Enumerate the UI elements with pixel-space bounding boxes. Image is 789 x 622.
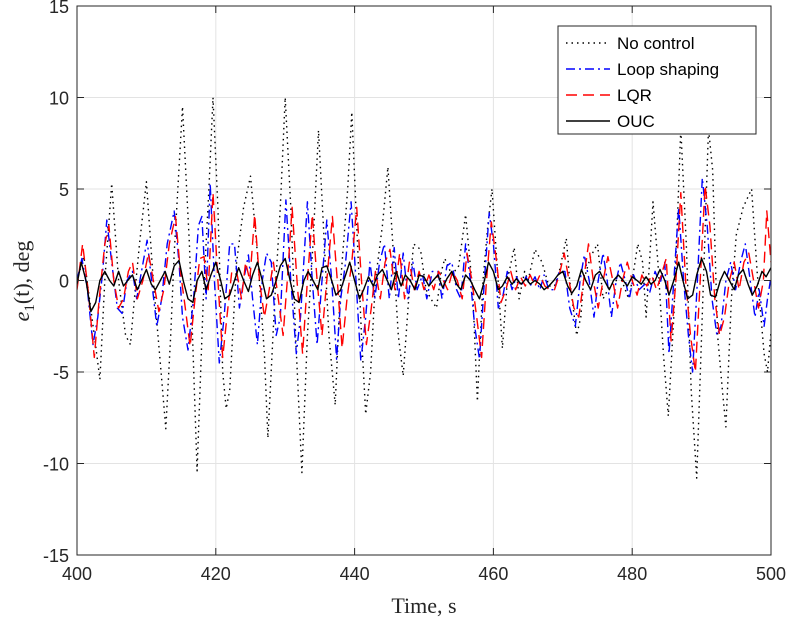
y-tick-label: 10 (49, 89, 69, 109)
legend: No control Loop shaping LQR OUC (557, 25, 757, 135)
y-tick-label: 5 (59, 180, 69, 200)
x-axis-title: Time, s (391, 593, 456, 618)
series-layer (77, 96, 771, 479)
y-axis-title: e1(t), deg (9, 241, 38, 322)
legend-label: Loop shaping (617, 60, 719, 79)
y-tick-label: 15 (49, 0, 69, 17)
series-line-no-control (77, 96, 771, 479)
y-tick-label: 0 (59, 272, 69, 292)
x-tick-label: 420 (201, 564, 231, 584)
x-tick-label: 500 (756, 564, 786, 584)
y-tick-label: -15 (43, 546, 69, 566)
tick-labels: 400 420 440 460 480 500 -15 -10 -5 0 5 10 15 (43, 0, 786, 584)
legend-label: OUC (617, 112, 655, 131)
legend-label: LQR (617, 86, 652, 105)
x-tick-label: 440 (340, 564, 370, 584)
x-tick-label: 400 (62, 564, 92, 584)
series-line-ouc (77, 257, 771, 313)
y-tick-label: -10 (43, 455, 69, 475)
series-line-lqr (77, 184, 771, 373)
legend-label: No control (617, 34, 694, 53)
y-tick-label: -5 (53, 363, 69, 383)
ticks (76, 5, 772, 556)
x-tick-label: 460 (478, 564, 508, 584)
legend-box (557, 25, 757, 135)
x-tick-label: 480 (617, 564, 647, 584)
